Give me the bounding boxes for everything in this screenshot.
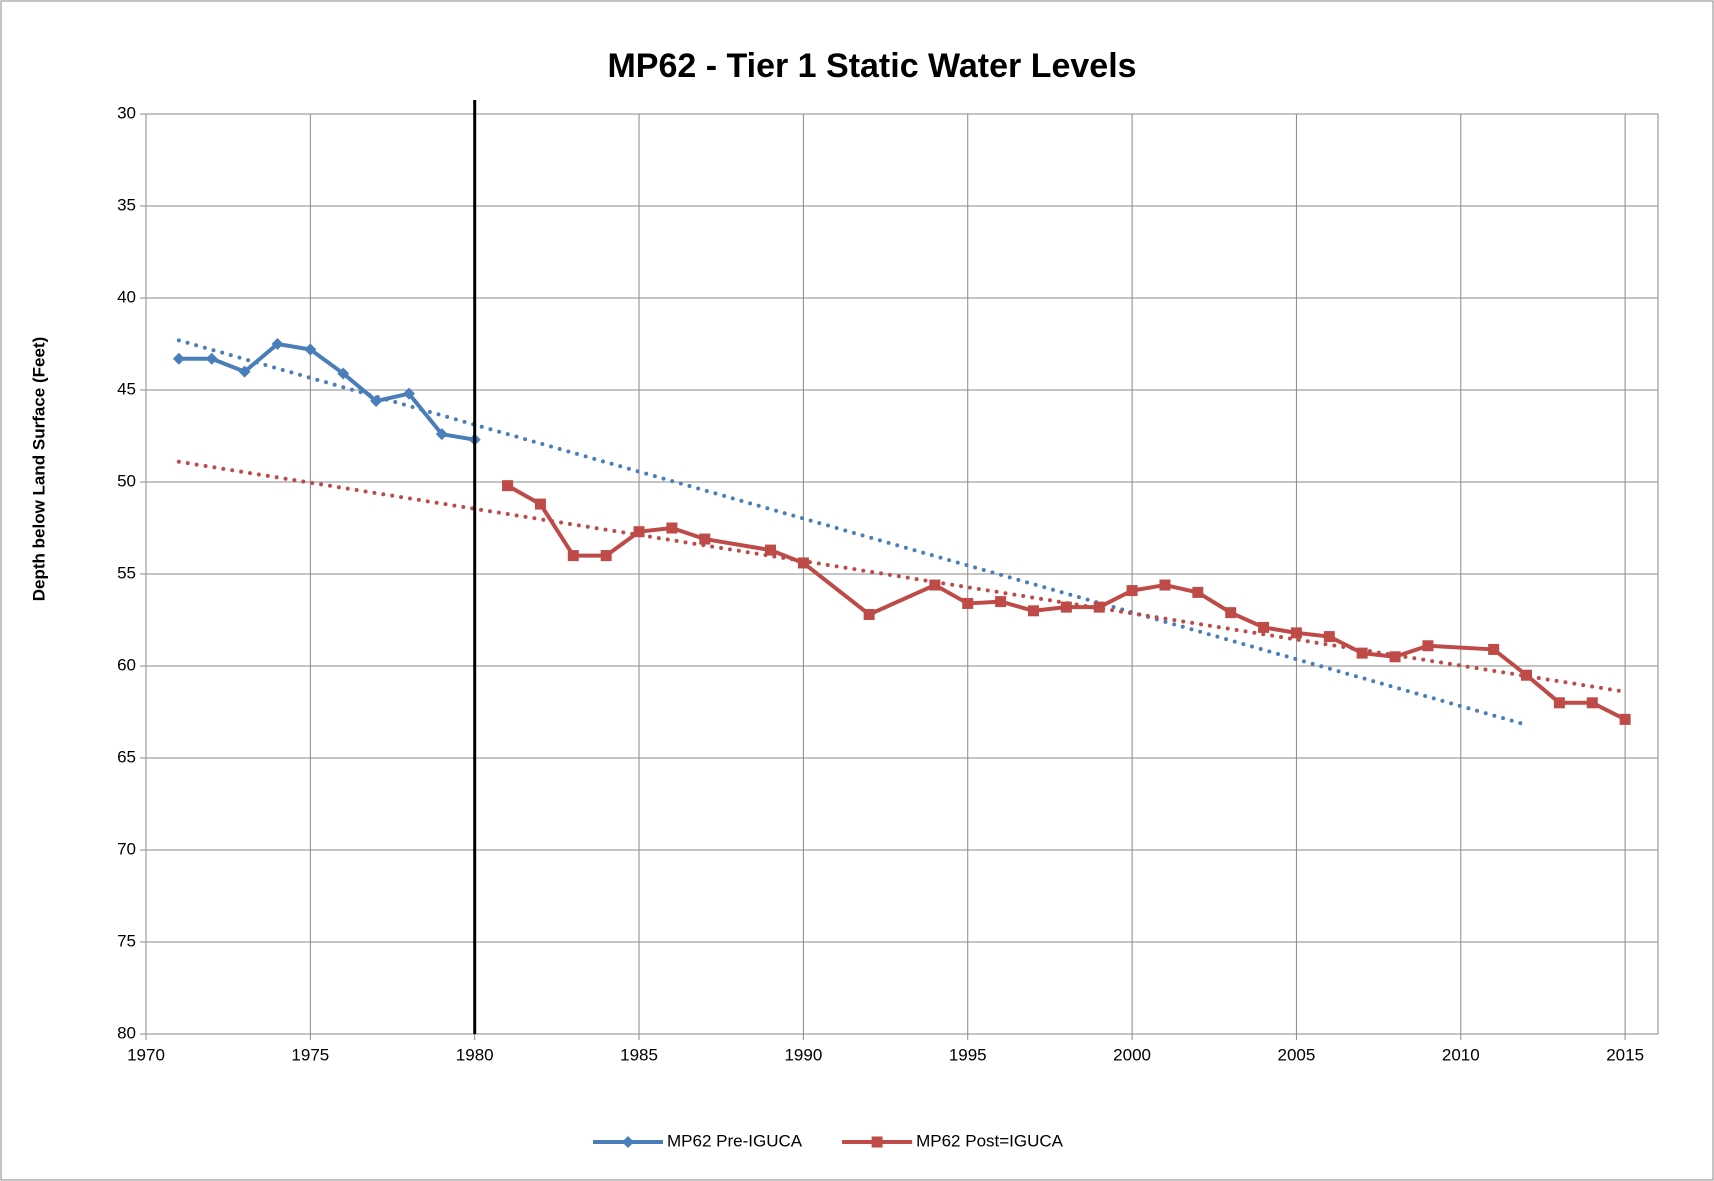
y-tick-label: 35 xyxy=(117,195,136,214)
data-point xyxy=(304,343,317,356)
y-tick-label: 75 xyxy=(117,931,136,950)
legend-marker xyxy=(622,1136,634,1148)
data-point xyxy=(1356,647,1368,659)
x-tick-label: 2000 xyxy=(1113,1045,1151,1064)
data-point xyxy=(797,557,809,569)
y-tick-label: 50 xyxy=(117,471,136,490)
x-tick-label: 2010 xyxy=(1442,1045,1480,1064)
y-tick-label: 40 xyxy=(117,287,136,306)
data-point xyxy=(699,533,711,545)
data-point xyxy=(370,395,383,408)
data-point xyxy=(1258,621,1270,633)
data-point xyxy=(271,338,284,350)
data-point xyxy=(765,544,777,556)
data-point xyxy=(1225,607,1237,619)
x-tick-label: 1985 xyxy=(620,1045,658,1064)
x-tick-label: 1970 xyxy=(127,1045,165,1064)
y-tick-label: 45 xyxy=(117,379,136,398)
data-point xyxy=(929,579,941,591)
data-point xyxy=(1619,713,1631,725)
data-point xyxy=(1389,651,1401,663)
data-point xyxy=(1290,627,1302,639)
data-point xyxy=(238,365,251,378)
data-point xyxy=(600,550,612,562)
trendline xyxy=(176,459,1628,694)
data-point xyxy=(666,522,678,534)
legend-label: MP62 Post=IGUCA xyxy=(916,1131,1064,1150)
data-point xyxy=(402,387,415,400)
data-point xyxy=(863,608,875,620)
x-tick-label: 1995 xyxy=(949,1045,987,1064)
x-tick-label: 2005 xyxy=(1278,1045,1316,1064)
y-tick-label: 80 xyxy=(117,1023,136,1042)
data-point xyxy=(1159,579,1171,591)
x-tick-label: 1975 xyxy=(291,1045,329,1064)
data-point xyxy=(337,367,350,380)
data-point xyxy=(1422,640,1434,652)
y-axis-label: Depth below Land Surface (Feet) xyxy=(29,337,48,601)
data-point xyxy=(1323,631,1335,643)
data-point xyxy=(172,352,185,365)
series-line xyxy=(178,342,476,442)
data-point xyxy=(1093,601,1105,613)
data-point xyxy=(502,480,514,492)
y-tick-label: 60 xyxy=(117,655,136,674)
data-point xyxy=(962,597,974,609)
data-point xyxy=(567,550,579,562)
data-point xyxy=(1521,669,1533,681)
x-tick-label: 1990 xyxy=(784,1045,822,1064)
data-point xyxy=(1060,601,1072,613)
data-point xyxy=(1586,697,1598,709)
x-tick-label: 2015 xyxy=(1606,1045,1644,1064)
legend-label: MP62 Pre-IGUCA xyxy=(667,1131,803,1150)
legend-marker xyxy=(871,1136,883,1148)
data-point xyxy=(435,428,448,441)
data-point xyxy=(534,498,546,510)
x-tick-label: 1980 xyxy=(456,1045,494,1064)
y-tick-label: 55 xyxy=(117,563,136,582)
y-tick-label: 70 xyxy=(117,839,136,858)
y-tick-label: 30 xyxy=(117,103,136,122)
chart-title: MP62 - Tier 1 Static Water Levels xyxy=(607,47,1136,85)
data-point xyxy=(205,352,218,365)
data-point xyxy=(1488,643,1500,655)
trendline xyxy=(176,338,1529,727)
data-point xyxy=(1126,585,1138,597)
y-tick-label: 65 xyxy=(117,747,136,766)
data-point xyxy=(633,526,645,538)
data-point xyxy=(995,596,1007,608)
data-point xyxy=(1553,697,1565,709)
data-point xyxy=(1027,605,1039,617)
data-point xyxy=(1192,586,1204,598)
